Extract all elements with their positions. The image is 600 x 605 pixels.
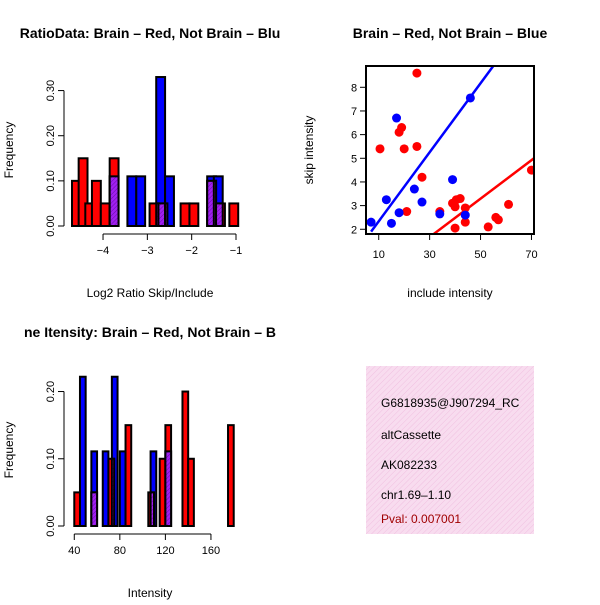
scatter-point-not-brain: [409, 184, 419, 194]
scatter-point-not-brain: [460, 210, 470, 220]
ratio-histogram-bar-not-brain: [164, 175, 175, 227]
scatter-point-brain: [399, 144, 409, 154]
intensity-histogram-bar-brain: [227, 424, 235, 527]
intensity-scatter-xlabel: include intensity: [407, 286, 492, 300]
intensity-histogram-bar-overlap: [90, 491, 99, 527]
info-gene-id: G6818935@J907294_RC: [381, 396, 520, 410]
intensity-histogram-bar-overlap: [149, 491, 155, 527]
ratio-histogram-xlabel: Log2 Ratio Skip/Include: [87, 286, 214, 300]
scatter-y-tick-label: 5: [351, 153, 357, 165]
intensity-histogram: ne Itensity: Brain – Red, Not Brain – B …: [2, 324, 276, 600]
intensity-histogram-y-tick-label: 0.20: [45, 381, 57, 402]
ratio-histogram-y-tick-label: 0.10: [45, 170, 57, 191]
scatter-point-brain: [375, 144, 385, 154]
ratio-histogram-bar-brain: [77, 157, 89, 228]
scatter-point-brain: [483, 222, 493, 232]
ratio-histogram-y-tick-label: 0.20: [45, 125, 57, 146]
scatter-point-brain: [455, 194, 465, 204]
scatter-point-brain: [450, 223, 460, 233]
scatter-y-tick-label: 3: [351, 201, 357, 213]
scatter-y-tick-label: 8: [351, 82, 357, 94]
ratio-histogram-x-tick-label: −4: [97, 245, 110, 257]
scatter-y-tick-label: 2: [351, 224, 357, 236]
info-panel-background: [366, 366, 534, 534]
scatter-point-not-brain: [366, 217, 376, 227]
intensity-histogram-bar-brain: [187, 457, 195, 527]
ratio-histogram-title: RatioData: Brain – Red, Not Brain – Blu: [20, 25, 281, 41]
scatter-y-tick-label: 6: [351, 130, 357, 142]
intensity-histogram-bar-overlap: [164, 450, 173, 527]
scatter-point-not-brain: [394, 208, 404, 218]
intensity-histogram-bar-brain: [124, 424, 133, 527]
scatter-x-tick-label: 30: [424, 249, 436, 261]
info-panel: G6818935@J907294_RC altCassette AK082233…: [366, 366, 534, 534]
scatter-point-not-brain: [392, 113, 402, 123]
ratio-histogram-ylabel: Frequency: [2, 122, 16, 179]
intensity-histogram-bar-brain: [73, 491, 81, 527]
ratio-histogram-bar-brain: [228, 202, 240, 228]
scatter-point-brain: [412, 68, 422, 78]
scatter-y-tick-label: 7: [351, 106, 357, 118]
scatter-point-not-brain: [448, 175, 458, 185]
intensity-histogram-x-tick-label: 120: [156, 545, 174, 557]
scatter-point-not-brain: [435, 209, 445, 219]
intensity-histogram-x-tick-label: 40: [68, 545, 80, 557]
ratio-histogram-bar-not-brain: [135, 175, 147, 227]
intensity-histogram-bar-overlap: [110, 457, 116, 527]
ratio-histogram-bar-brain: [99, 202, 111, 228]
info-accession: AK082233: [381, 458, 437, 472]
scatter-point-not-brain: [417, 197, 427, 207]
scatter-point-brain: [397, 123, 407, 133]
scatter-point-brain: [504, 199, 514, 209]
intensity-histogram-bar-not-brain: [78, 375, 87, 527]
scatter-point-not-brain: [381, 195, 391, 205]
scatter-point-brain: [526, 165, 534, 175]
scatter-point-brain: [417, 172, 427, 182]
ratio-histogram-bar-brain: [90, 179, 102, 228]
ratio-histogram-x-tick-label: −1: [230, 245, 243, 257]
ratio-histogram-bar-overlap: [215, 202, 224, 228]
intensity-histogram-x-tick-label: 80: [114, 545, 126, 557]
scatter-frame: [365, 65, 535, 235]
scatter-point-brain: [402, 207, 412, 217]
info-event-type: altCassette: [381, 428, 441, 442]
intensity-histogram-xlabel: Intensity: [128, 586, 173, 600]
scatter-point-brain: [450, 202, 460, 212]
intensity-histogram-ylabel: Frequency: [2, 422, 16, 479]
scatter-point-brain: [493, 215, 503, 225]
scatter-x-tick-label: 10: [373, 249, 385, 261]
scatter-fit-not-brain: [370, 66, 495, 233]
ratio-histogram-bar-brain: [179, 202, 191, 228]
scatter-point-brain: [460, 203, 470, 213]
ratio-histogram-y-tick-label: 0.30: [45, 80, 57, 101]
scatter-fit-brain: [431, 157, 534, 234]
intensity-scatter: Brain – Red, Not Brain – Blue include in…: [302, 25, 547, 300]
scatter-point-not-brain: [465, 93, 475, 103]
scatter-plot-area: [366, 66, 534, 234]
ratio-histogram: RatioData: Brain – Red, Not Brain – Blu …: [2, 25, 280, 300]
ratio-histogram-bar-overlap: [164, 202, 169, 228]
ratio-histogram-bar-not-brain: [126, 175, 138, 227]
info-location: chr1.69–1.10: [381, 488, 451, 502]
scatter-y-tick-label: 4: [351, 177, 357, 189]
info-pval: Pval: 0.007001: [381, 512, 461, 526]
scatter-x-tick-label: 50: [474, 249, 486, 261]
ratio-histogram-x-tick-label: −3: [141, 245, 154, 257]
intensity-histogram-y-tick-label: 0.10: [45, 448, 57, 469]
ratio-histogram-x-tick-label: −2: [185, 245, 198, 257]
intensity-scatter-ylabel: skip intensity: [302, 116, 316, 185]
intensity-histogram-title: ne Itensity: Brain – Red, Not Brain – B: [24, 324, 276, 340]
intensity-scatter-title: Brain – Red, Not Brain – Blue: [353, 25, 548, 41]
scatter-point-brain: [460, 217, 470, 227]
ratio-histogram-y-tick-label: 0.00: [45, 215, 57, 236]
intensity-histogram-x-tick-label: 160: [202, 545, 220, 557]
ratio-histogram-bar-brain: [188, 202, 200, 228]
scatter-point-not-brain: [386, 218, 396, 228]
scatter-x-tick-label: 70: [525, 249, 537, 261]
scatter-point-brain: [412, 141, 422, 151]
intensity-histogram-y-tick-label: 0.00: [45, 515, 57, 536]
ratio-histogram-bar-overlap: [108, 175, 120, 227]
